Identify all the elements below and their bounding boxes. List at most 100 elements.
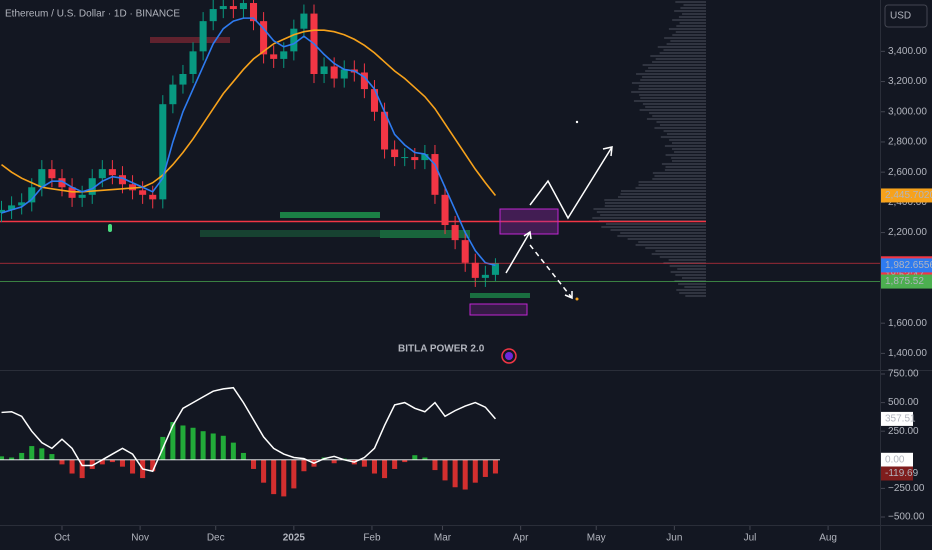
candle-body xyxy=(431,154,439,195)
y-tick-label: 1,600.00 xyxy=(888,318,927,329)
histogram-bar xyxy=(119,459,125,467)
candle-body xyxy=(290,28,298,52)
histogram-bar xyxy=(200,431,206,460)
price-label: 1,982.6556 xyxy=(885,260,932,271)
histogram-bar xyxy=(492,459,498,474)
candle-body xyxy=(179,74,187,85)
y-tick-label: 2,400.00 xyxy=(888,197,927,208)
support-box xyxy=(469,303,528,316)
histogram-bar xyxy=(109,459,115,463)
candle-body xyxy=(98,169,106,179)
price-label: 1,875.52 xyxy=(885,276,924,287)
histogram-bar xyxy=(59,459,65,465)
x-tick-label: Feb xyxy=(363,533,381,544)
y-tick-label: 2,800.00 xyxy=(888,137,927,148)
currency-button[interactable] xyxy=(884,4,928,28)
target-box xyxy=(499,208,559,235)
marker xyxy=(108,224,112,232)
candle-body xyxy=(381,111,389,150)
candle-body xyxy=(108,169,116,176)
y2-tick-label: 250.00 xyxy=(888,426,919,437)
candle-body xyxy=(199,21,207,52)
histogram-bar xyxy=(412,455,418,460)
indicator-label-bg xyxy=(881,466,913,481)
histogram-bar xyxy=(49,454,55,460)
dot xyxy=(575,297,579,301)
candle-body xyxy=(28,187,36,203)
arrowhead xyxy=(602,146,613,157)
candle-body xyxy=(239,3,247,10)
histogram-bar xyxy=(250,459,257,469)
indicator-label-bg xyxy=(881,411,913,426)
histogram-bar xyxy=(301,459,307,472)
arrowhead xyxy=(564,291,573,300)
histogram-bar xyxy=(452,459,458,488)
histogram-bar xyxy=(130,459,136,474)
histogram-bar xyxy=(442,459,448,481)
watermark: BITLA POWER 2.0 xyxy=(398,344,485,355)
candle-body xyxy=(118,175,127,185)
x-tick-label: Mar xyxy=(434,533,452,544)
y-tick-label: 2,200.00 xyxy=(888,227,927,238)
candle-body xyxy=(280,51,288,59)
y2-tick-label: 500.00 xyxy=(888,397,919,408)
logo xyxy=(505,352,513,360)
x-tick-label: May xyxy=(587,533,606,544)
dashed-arrow xyxy=(529,244,573,299)
price-label: 2,445.7020 xyxy=(885,190,932,201)
histogram-bar xyxy=(79,459,85,479)
y-tick-label: 3,400.00 xyxy=(888,46,927,57)
candle-body xyxy=(0,209,6,213)
histogram-bar xyxy=(281,459,287,497)
candle-body xyxy=(139,190,147,195)
indicator xyxy=(0,386,500,497)
price-label-bg xyxy=(881,258,932,273)
indicator-label: -119.69 xyxy=(885,468,919,479)
histogram-bar xyxy=(39,448,45,460)
histogram-bar xyxy=(210,433,216,460)
chart-title: Ethereum / U.S. Dollar · 1D · BINANCE xyxy=(5,9,180,20)
candle-body xyxy=(8,205,16,210)
candle-body xyxy=(169,84,177,105)
drawings xyxy=(469,120,613,364)
line xyxy=(1,17,496,267)
candle-body xyxy=(78,194,86,198)
zones xyxy=(0,37,706,298)
indicator-label: 0.00 xyxy=(885,454,905,465)
candle-body xyxy=(249,3,258,22)
indicator-label-bg xyxy=(881,452,913,467)
histogram-bar xyxy=(0,456,5,460)
candle-body xyxy=(360,72,368,90)
x-tick-label: Jun xyxy=(666,533,682,544)
candle-body xyxy=(370,89,379,112)
candle-body xyxy=(340,69,348,79)
candle-body xyxy=(391,149,399,158)
candle-body xyxy=(451,225,459,241)
histogram-bar xyxy=(19,452,25,460)
line xyxy=(1,386,497,473)
histogram-bar xyxy=(150,459,156,472)
zone xyxy=(200,230,380,237)
zone xyxy=(150,37,230,43)
histogram-bar xyxy=(99,459,105,465)
histogram-bar xyxy=(220,435,226,460)
dot xyxy=(575,120,579,124)
x-tick-label: Oct xyxy=(54,533,70,544)
candle-body xyxy=(260,21,268,55)
candle-body xyxy=(189,51,197,74)
arrow xyxy=(529,146,613,220)
candle-body xyxy=(471,262,479,278)
histogram-bar xyxy=(402,459,408,463)
candle-body xyxy=(48,169,56,179)
histogram-bar xyxy=(261,459,267,483)
histogram-bar xyxy=(170,422,176,460)
histogram-bar xyxy=(472,459,478,483)
candle-body xyxy=(421,154,429,161)
histogram-bar xyxy=(392,459,398,469)
x-tick-label: Aug xyxy=(819,533,837,544)
zone xyxy=(280,212,380,218)
histogram-bar xyxy=(180,425,186,460)
